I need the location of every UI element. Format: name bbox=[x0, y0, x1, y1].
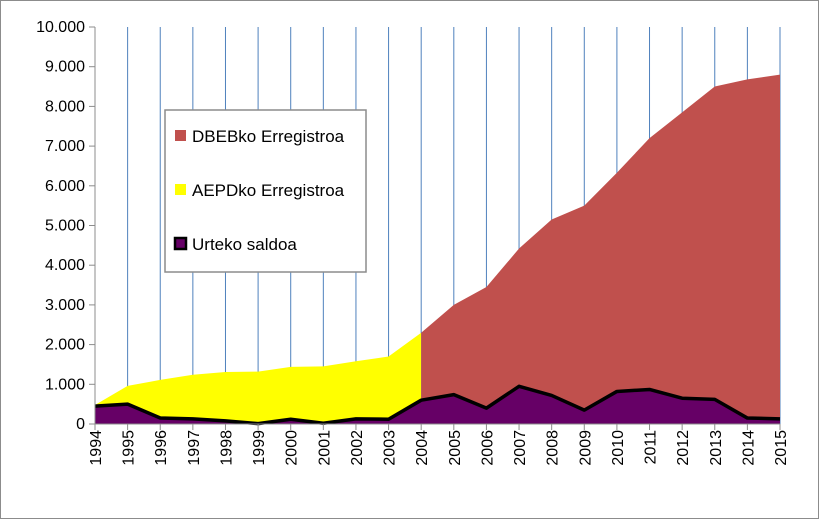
series-line-urteko-saldoa bbox=[94, 384, 781, 426]
x-tick-label-2014: 2014 bbox=[740, 430, 757, 466]
y-tick-label-7000: 7.000 bbox=[45, 138, 85, 155]
x-tick-label-1999: 1999 bbox=[251, 430, 268, 466]
x-tick-label-1997: 1997 bbox=[186, 430, 203, 466]
x-tick-label-2001: 2001 bbox=[316, 430, 333, 466]
y-tick-label-1000: 1.000 bbox=[45, 376, 85, 393]
y-tick-label-2000: 2.000 bbox=[45, 337, 85, 354]
x-tick-label-2005: 2005 bbox=[447, 430, 464, 466]
y-tick-label-6000: 6.000 bbox=[45, 178, 85, 195]
axes: 0 1.000 2.000 3.000 4.000 5.000 6.000 7.000 8.00… bbox=[36, 19, 790, 466]
legend-swatch-urteko-saldoa bbox=[173, 236, 188, 251]
x-tick-label-1994: 1994 bbox=[88, 430, 105, 466]
x-tick-label-1998: 1998 bbox=[218, 430, 235, 466]
y-tick-label-9000: 9.000 bbox=[45, 59, 85, 76]
x-tick-label-2007: 2007 bbox=[512, 430, 529, 466]
x-tick-label-2002: 2002 bbox=[349, 430, 366, 466]
series-area-urteko-saldoa bbox=[95, 386, 780, 424]
legend-swatch-aepdko bbox=[175, 184, 186, 195]
x-tick-label-2011: 2011 bbox=[643, 430, 660, 465]
legend-label-dbebko: DBEBko Erregistroa bbox=[192, 127, 345, 146]
y-tick-label-10000: 10.000 bbox=[36, 19, 85, 36]
x-tick-label-2010: 2010 bbox=[610, 430, 627, 466]
plot-areas bbox=[94, 74, 781, 426]
x-tick-label-2009: 2009 bbox=[577, 430, 594, 466]
x-tick-label-2015: 2015 bbox=[773, 430, 790, 466]
y-tick-label-5000: 5.000 bbox=[45, 218, 85, 235]
series-area-aepdko-erregistroa bbox=[95, 332, 422, 424]
x-tick-label-2013: 2013 bbox=[708, 430, 725, 466]
x-tick-label-2004: 2004 bbox=[414, 430, 431, 466]
legend-label-aepdko: AEPDko Erregistroa bbox=[192, 181, 345, 200]
x-tick-label-2006: 2006 bbox=[479, 430, 496, 466]
x-tick-label-2008: 2008 bbox=[545, 430, 562, 466]
legend: DBEBko Erregistroa AEPDko Erregistroa Ur… bbox=[164, 109, 367, 273]
series-area-dbebko-erregistroa bbox=[421, 74, 780, 424]
x-tick-label-1995: 1995 bbox=[121, 430, 138, 466]
y-tick-label-4000: 4.000 bbox=[45, 257, 85, 274]
x-tick-label-1996: 1996 bbox=[153, 430, 170, 466]
x-tick-label-2012: 2012 bbox=[675, 430, 692, 466]
legend-box bbox=[164, 109, 367, 273]
y-tick-label-0: 0 bbox=[76, 416, 85, 433]
x-tick-label-2000: 2000 bbox=[284, 430, 301, 466]
y-tick-label-3000: 3.000 bbox=[45, 297, 85, 314]
legend-label-urteko-saldoa: Urteko saldoa bbox=[192, 235, 297, 254]
y-tick-label-8000: 8.000 bbox=[45, 98, 85, 115]
x-tick-label-2003: 2003 bbox=[382, 430, 399, 466]
legend-swatch-dbebko bbox=[175, 130, 186, 141]
